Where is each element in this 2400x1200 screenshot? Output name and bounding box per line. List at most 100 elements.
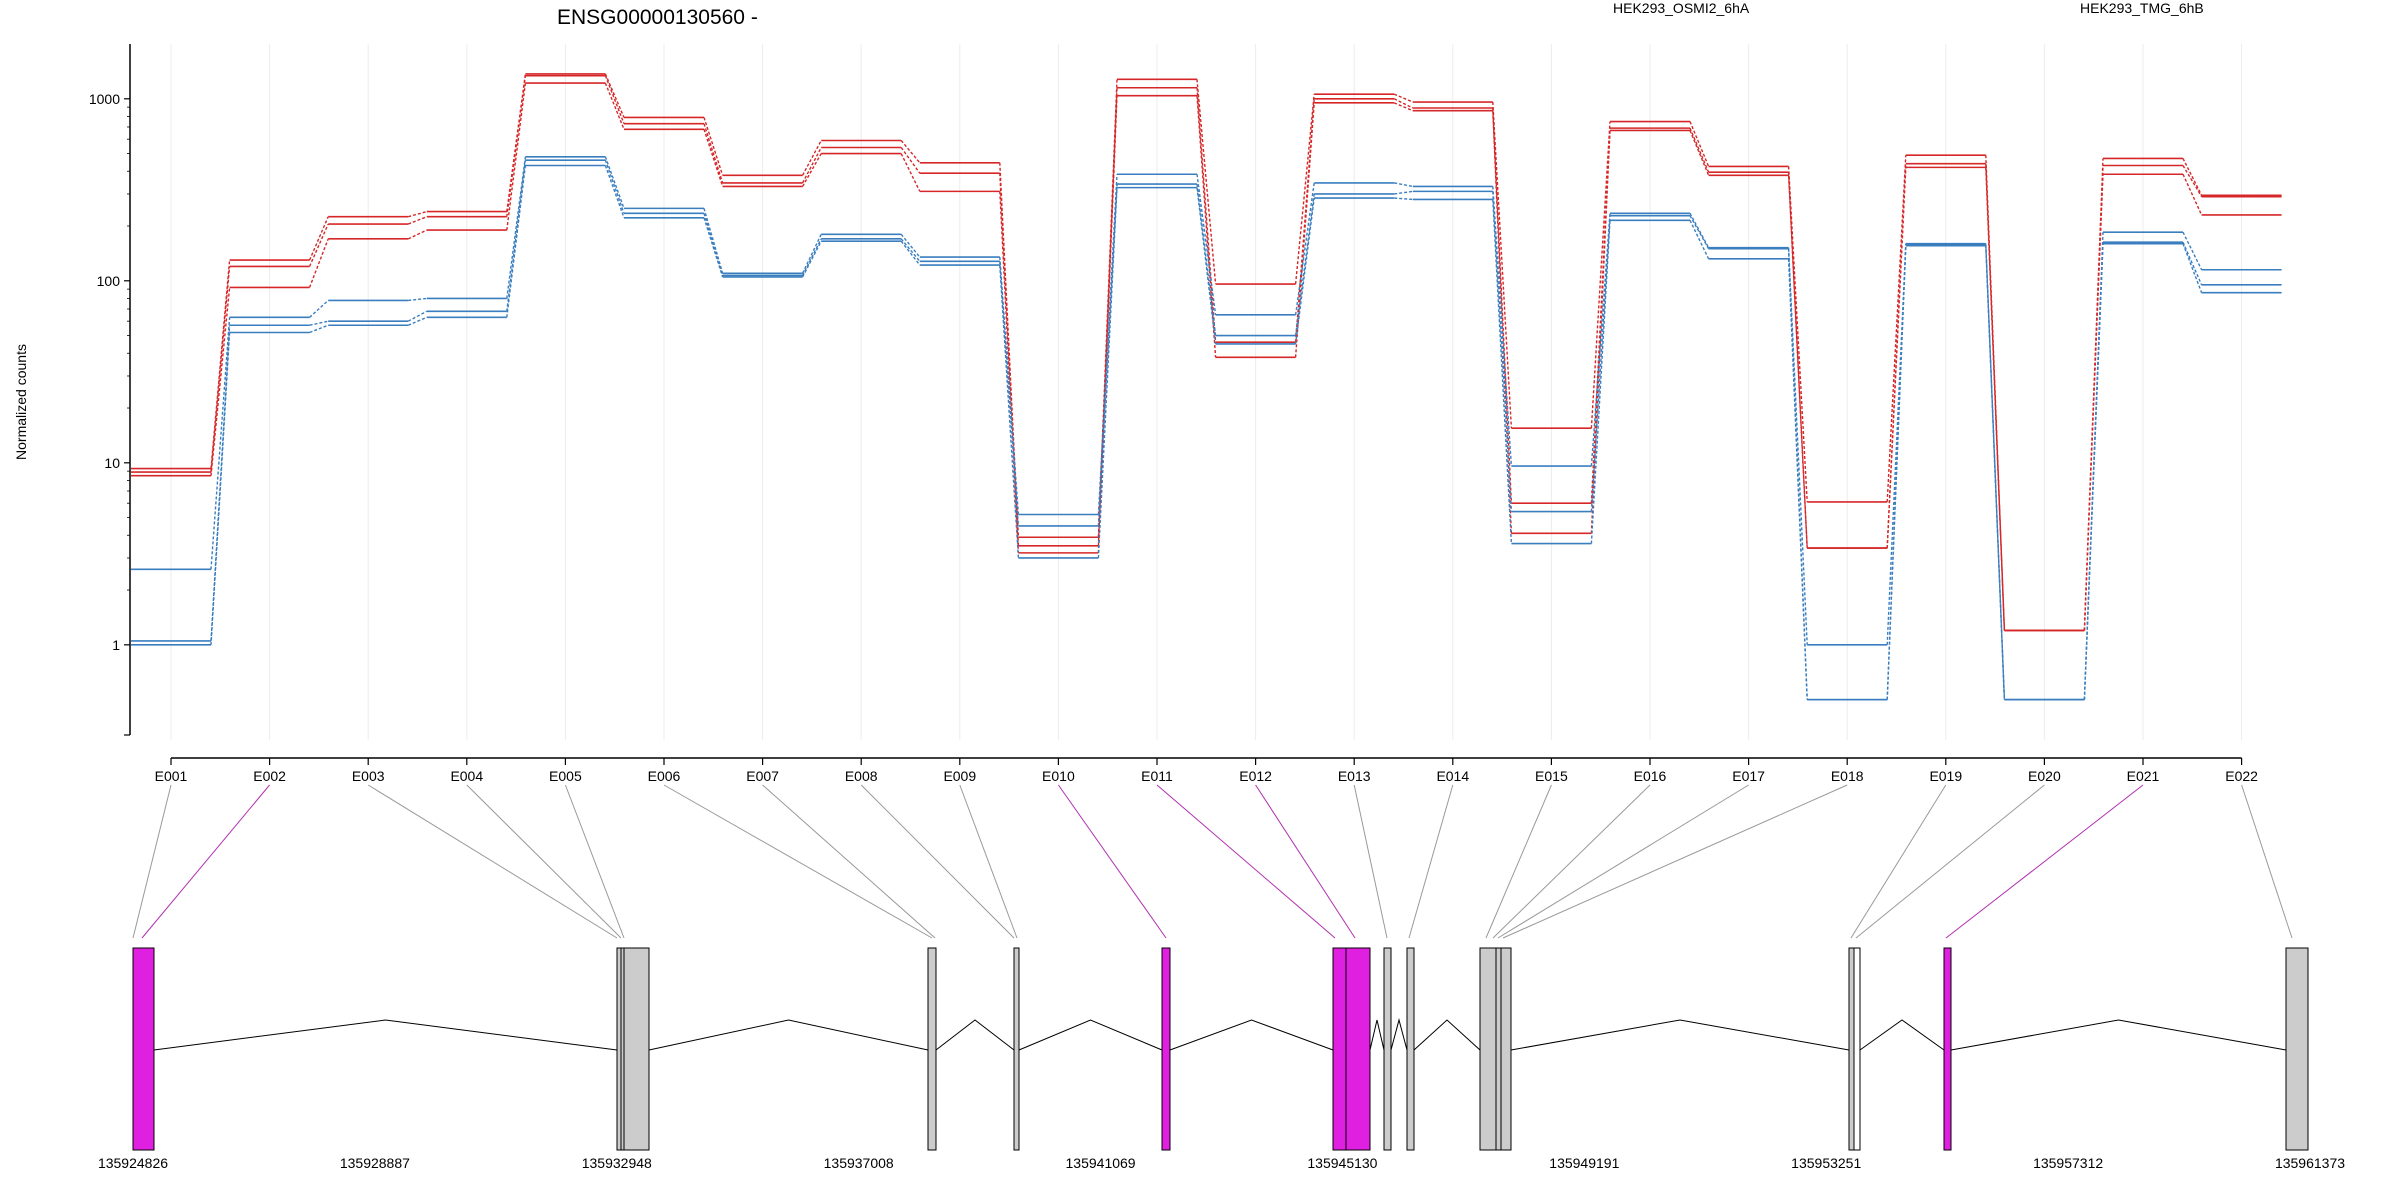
genome-tick-label: 135945130 [1307,1155,1377,1171]
series-connector [1393,102,1414,112]
series-connector [999,261,1020,526]
exon-connector [1855,784,2045,939]
series-connector [408,297,427,302]
exon-connector [564,784,625,939]
series-connector [1294,94,1315,285]
series-connector [1294,197,1315,345]
genome-tick-label: 135949191 [1549,1155,1619,1171]
series-connector [1985,167,2006,631]
legend-entry-osmi2: HEK293_OSMI2_6hA [1613,0,1750,16]
x-tick-label: E018 [1831,768,1864,784]
exon-block [1013,947,1020,1151]
intron [1859,1019,1945,1051]
x-tick-label: E008 [845,768,878,784]
series-connector [1787,172,1808,549]
series-connector [703,129,724,187]
series-connector [801,240,822,278]
intron [1369,1019,1385,1051]
series-connector [1393,98,1414,109]
intron [1510,1019,1850,1051]
series-connector [1492,101,1513,429]
series-connector [1097,187,1118,559]
series-connector [308,223,329,267]
series-connector [210,317,231,570]
series-0 [131,73,2282,632]
series-3 [131,156,2282,701]
intron [1018,1019,1163,1051]
exon-block [616,947,622,1151]
x-tick-label: E003 [352,768,385,784]
series-connector [703,213,724,276]
chart-title: ENSG00000130560 - [557,6,758,29]
y-axis: 1 10 100 1000 [89,44,131,736]
intron [1169,1019,1334,1051]
series-connector [801,147,822,184]
series-connector [1590,215,1611,512]
series-connector [1196,95,1217,358]
series-connector [703,217,724,278]
series-connector [703,123,724,184]
y-tick-label: 1000 [89,91,120,107]
x-tick-label: E005 [549,768,582,784]
exon-connector [860,784,1015,939]
exon-block [2285,947,2309,1151]
series-connector [1985,245,2006,700]
genome-tick-label: 135941069 [1066,1155,1136,1171]
series-connector [1394,190,1413,195]
genome-tick-label: 135961373 [2275,1155,2345,1171]
series-connector [308,216,329,261]
x-tick-label: E004 [450,768,483,784]
series-connector [703,208,724,274]
series-connector [309,299,329,318]
exon-block [1406,947,1415,1151]
exon-block [1848,947,1855,1151]
series-connector [1689,130,1710,176]
series-connector [1985,163,2006,631]
series-connector [1492,199,1513,544]
exon-connector [2241,784,2293,939]
y-tick-label: 1 [112,637,120,653]
exon-block [1943,947,1952,1151]
exon-block [1161,947,1171,1151]
exon-block [1383,947,1392,1151]
exon-connector [466,784,622,939]
exon-connector [141,784,270,939]
series-connector [308,238,329,288]
series-connector [703,117,724,176]
exon-connector [1497,784,1749,939]
series-connector [1590,220,1611,544]
series-connector [604,159,625,214]
series-connector [2182,165,2203,198]
exon-connector [1353,784,1388,939]
exon-block [1853,947,1861,1151]
exon-connector [1156,784,1336,939]
series-connector [1689,219,1710,260]
exon-connector [1492,784,1651,939]
genome-tick-label: 135953251 [1791,1155,1861,1171]
legend-entry-tmg: HEK293_TMG_6hB [2080,0,2204,16]
intron [1390,1018,1408,1051]
series-connector [1294,182,1315,315]
exon-connector [1408,784,1454,939]
y-tick-label: 10 [104,455,120,471]
series-connector [1985,243,2006,700]
x-tick-label: E010 [1042,768,1075,784]
series-connector [1886,167,1907,549]
genome-tick-label: 135937008 [824,1155,894,1171]
series-connector [2083,242,2104,700]
x-axis: E001 E002 E003 E004 E005 E006 E007 E008 E009 E010… [155,757,2258,784]
x-tick-label: E013 [1338,768,1371,784]
series-connector [1787,175,1808,549]
series-connector [604,75,625,124]
series-connector [604,82,625,130]
intron [648,1019,929,1051]
exon-connector [367,784,618,939]
series-connector [1689,127,1710,173]
x-tick-label: E011 [1141,768,1173,784]
series-connector [408,210,427,218]
x-tick-label: E019 [1929,768,1962,784]
series-connector [309,320,329,326]
y-tick-label: 100 [97,273,121,289]
series-connector [2182,173,2203,216]
